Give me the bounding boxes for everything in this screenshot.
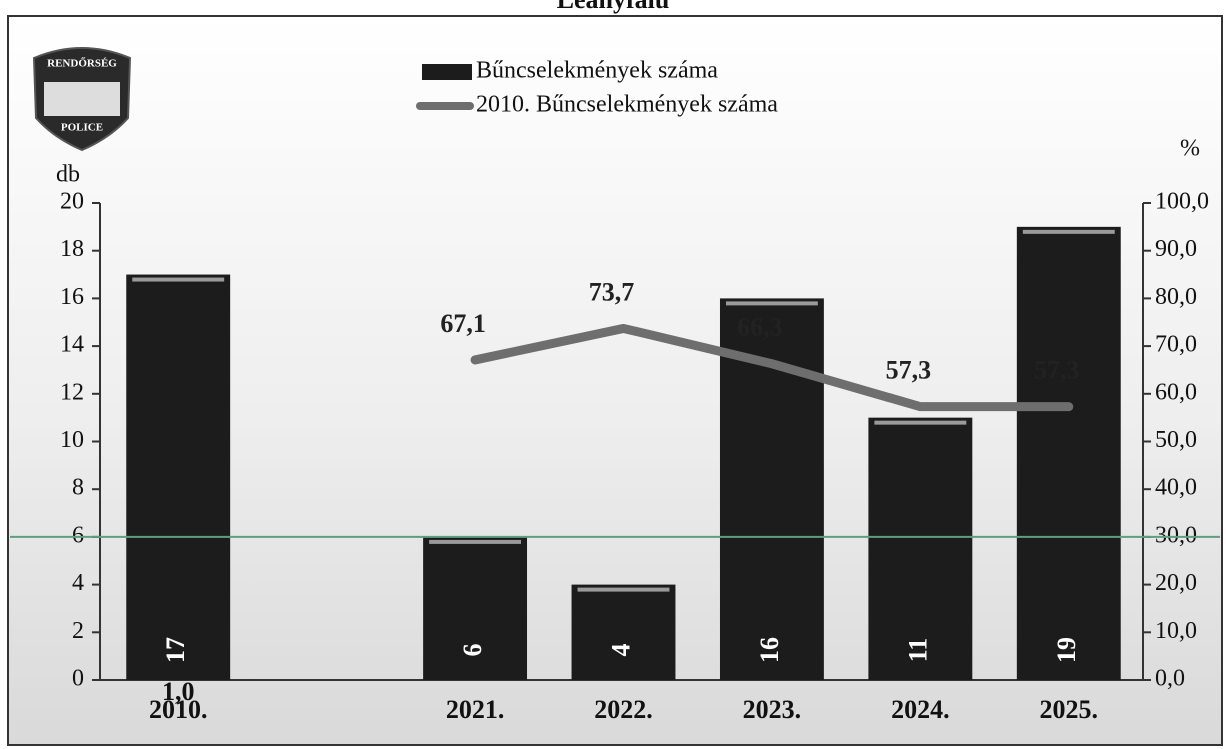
bar-top-edge xyxy=(132,277,225,282)
y-tick-label: 20 xyxy=(60,189,84,215)
y-tick-label: 8 xyxy=(72,475,84,501)
y2-tick-label: 10,0 xyxy=(1155,618,1197,644)
bar-value-label: 19 xyxy=(1052,637,1081,663)
bar-top-edge xyxy=(429,539,522,544)
y-tick-label: 14 xyxy=(60,332,84,358)
legend-label: Bűncselekmények száma xyxy=(476,58,718,84)
legend-label: 2010. Bűncselekmények száma xyxy=(476,92,778,118)
y2-tick-label: 30,0 xyxy=(1155,522,1197,548)
bar xyxy=(423,536,528,680)
y-tick-label: 4 xyxy=(72,570,84,596)
line-value-label: 57,3 xyxy=(886,356,932,385)
x-tick-label: 2023. xyxy=(743,695,802,724)
y-tick-label: 12 xyxy=(60,379,84,405)
bar-top-edge xyxy=(577,587,670,592)
bar-value-label: 6 xyxy=(458,644,487,657)
bar xyxy=(571,584,676,680)
logo: RENDŐRSÉG POLICE xyxy=(32,47,132,152)
bar-value-label: 11 xyxy=(903,638,932,663)
y-tick-label: 0 xyxy=(72,666,84,692)
bar xyxy=(1016,226,1121,680)
annotation: 1,0 xyxy=(162,677,195,706)
y2-tick-label: 70,0 xyxy=(1155,332,1197,358)
y2-tick-label: 80,0 xyxy=(1155,284,1197,310)
line-value-label: 73,7 xyxy=(589,277,635,306)
logo-band xyxy=(44,82,120,116)
y2-tick-label: 90,0 xyxy=(1155,236,1197,262)
bar-value-label: 4 xyxy=(606,644,635,657)
bar-value-label: 16 xyxy=(755,637,784,663)
y2-tick-label: 100,0 xyxy=(1155,189,1209,215)
y-tick-label: 18 xyxy=(60,236,84,262)
line-value-label: 66,3 xyxy=(737,313,783,342)
bar xyxy=(126,274,231,680)
bar-top-edge xyxy=(1022,229,1115,234)
chart-title: Leányfalu xyxy=(557,0,670,14)
legend-swatch xyxy=(422,64,472,80)
y2-tick-label: 0,0 xyxy=(1155,666,1185,692)
bar xyxy=(868,417,973,680)
bar-value-label: 17 xyxy=(161,637,190,663)
y2-tick-label: 60,0 xyxy=(1155,379,1197,405)
logo-top-text: RENDŐRSÉG xyxy=(47,58,117,70)
y2-tick-label: 50,0 xyxy=(1155,427,1197,453)
bar-top-edge xyxy=(725,301,818,306)
y2-tick-label: 40,0 xyxy=(1155,475,1197,501)
x-tick-label: 2024. xyxy=(891,695,950,724)
y-tick-label: 2 xyxy=(72,618,84,644)
x-tick-label: 2021. xyxy=(446,695,505,724)
x-tick-label: 2025. xyxy=(1040,695,1099,724)
line-value-label: 67,1 xyxy=(440,309,486,338)
y-tick-label: 16 xyxy=(60,284,84,310)
logo-bottom-text: POLICE xyxy=(61,122,103,134)
y-axis-label: db xyxy=(56,162,80,188)
x-tick-label: 2022. xyxy=(594,695,653,724)
y2-tick-label: 20,0 xyxy=(1155,570,1197,596)
line xyxy=(470,323,1074,412)
y-tick-label: 6 xyxy=(72,522,84,548)
x-tick-label: 2010. xyxy=(149,695,208,724)
line-value-label: 57,3 xyxy=(1034,356,1080,385)
y-tick-label: 10 xyxy=(60,427,84,453)
y2-axis-label: % xyxy=(1180,136,1200,162)
bar-top-edge xyxy=(874,420,967,425)
